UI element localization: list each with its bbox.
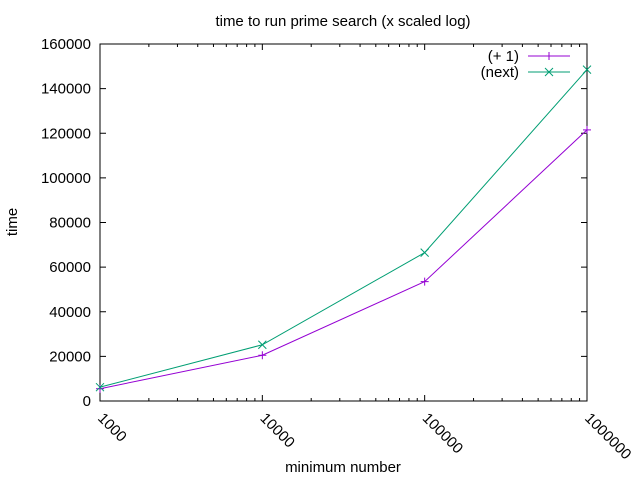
series-2 <box>95 65 592 392</box>
data-point <box>583 125 591 134</box>
series-line <box>99 129 588 390</box>
y-tick-label: 0 <box>83 393 91 410</box>
y-tick-label: 140000 <box>41 81 91 98</box>
data-point <box>95 382 105 392</box>
y-tick-label: 20000 <box>49 348 91 365</box>
x-tick-label: 100000 <box>419 410 466 457</box>
y-axis-ticks: 0 20000 40000 60000 80000 100000 120000 140000 1… <box>41 36 587 410</box>
axes <box>99 43 588 402</box>
y-tick-label: 160000 <box>41 36 91 53</box>
chart-title: time to run prime search (x scaled log) <box>215 13 470 30</box>
data-point <box>582 65 592 75</box>
legend-marker <box>544 67 554 77</box>
y-tick-label: 60000 <box>49 259 91 276</box>
plot-frame <box>99 43 588 402</box>
y-tick-label: 120000 <box>41 125 91 142</box>
legend-label: (next) <box>481 64 519 81</box>
y-axis-label: time <box>4 208 21 236</box>
data-point <box>420 248 430 257</box>
y-tick-label: 40000 <box>49 304 91 321</box>
x-tick-label: 1000 <box>94 410 130 446</box>
data-point <box>96 384 104 393</box>
marker-stroke <box>420 248 430 257</box>
data-point <box>258 351 267 360</box>
marker-stroke <box>544 67 554 77</box>
y-tick-label: 80000 <box>49 215 91 232</box>
marker-stroke <box>95 382 105 392</box>
series-1 <box>96 125 591 393</box>
series-layer <box>95 65 592 393</box>
legend: (+ 1)(next) <box>481 48 570 81</box>
marker-stroke <box>257 340 267 350</box>
series-line <box>99 69 588 388</box>
marker-stroke <box>582 65 592 75</box>
data-point <box>257 340 267 350</box>
x-axis-label: minimum number <box>285 459 401 476</box>
legend-label: (+ 1) <box>488 48 519 65</box>
x-tick-label: 10000 <box>257 410 299 452</box>
legend-marker <box>545 52 553 60</box>
x-tick-label: 1000000 <box>581 410 634 463</box>
data-point <box>420 277 429 286</box>
y-tick-label: 100000 <box>41 170 91 187</box>
